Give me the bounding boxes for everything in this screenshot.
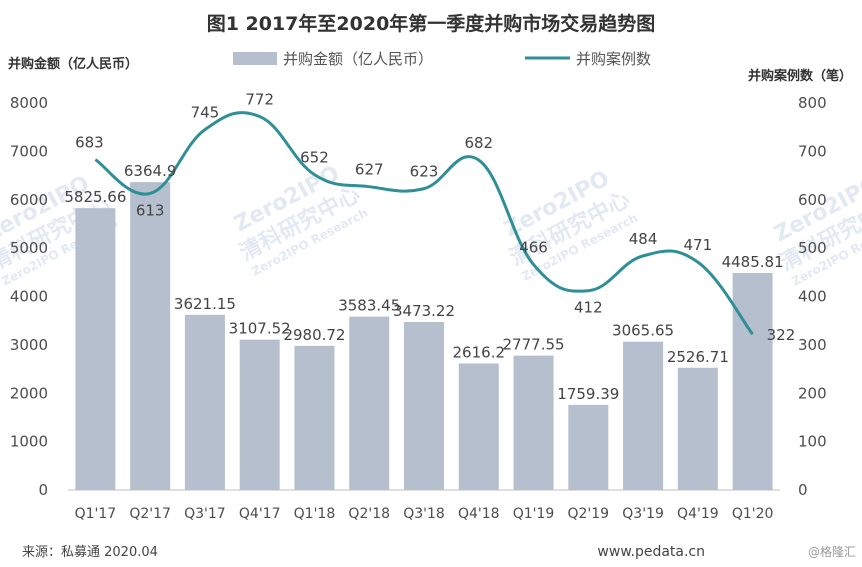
x-tick-label: Q4'17 (239, 506, 281, 522)
right-tick-label: 0 (798, 481, 808, 499)
credit-mark: @格隆汇 (808, 544, 856, 559)
line-value-label: 772 (245, 91, 274, 109)
x-axis-labels: Q1'17 Q2'17 Q3'17 Q4'17 Q1'18 Q2'18 Q3'18 Q4'18… (75, 506, 774, 522)
bar-value-label: 6364.9 (124, 162, 177, 180)
line-value-label: 613 (136, 201, 165, 219)
line-value-label: 652 (300, 149, 329, 167)
bar-value-label: 2526.71 (667, 348, 729, 366)
amount-bar (513, 355, 554, 490)
right-tick-label: 700 (798, 142, 827, 160)
left-axis-ticks: 0 1000 2000 3000 4000 5000 6000 7000 8000 (10, 94, 48, 499)
right-axis-ticks: 0 100 200 300 400 500 600 700 800 (798, 94, 827, 499)
left-tick-label: 6000 (10, 191, 48, 209)
line-value-label: 683 (75, 134, 104, 152)
bar-value-label: 3107.52 (229, 320, 291, 338)
bar-value-label: 5825.66 (64, 188, 126, 206)
amount-bar (184, 314, 225, 490)
x-tick-label: Q1'19 (513, 506, 555, 522)
x-tick-label: Q3'17 (184, 506, 226, 522)
amount-bar (349, 316, 390, 490)
amount-bar (732, 272, 773, 490)
line-value-label: 627 (355, 161, 384, 179)
right-tick-label: 300 (798, 336, 827, 354)
line-value-labels: 683 613 745 772 652 627 623 682 466 412 484 471 322 (75, 91, 795, 345)
line-value-label: 322 (767, 326, 796, 344)
source-note: 来源：私募通 2020.04 (22, 545, 158, 560)
count-series-line (94, 111, 754, 336)
left-tick-label: 7000 (10, 142, 48, 160)
legend-bar-swatch (233, 52, 277, 65)
bar-value-label: 2980.72 (283, 326, 345, 344)
x-tick-label: Q3'19 (622, 506, 664, 522)
bar-value-label: 2616.2 (453, 343, 506, 361)
right-tick-label: 500 (798, 239, 827, 257)
left-tick-label: 0 (38, 481, 48, 499)
right-tick-label: 100 (798, 433, 827, 451)
left-axis-title: 并购金额（亿人民币） (8, 56, 138, 72)
x-tick-label: Q2'17 (129, 506, 171, 522)
amount-bar (294, 345, 335, 490)
amount-bar (75, 208, 116, 490)
left-tick-label: 3000 (10, 336, 48, 354)
left-tick-label: 4000 (10, 288, 48, 306)
left-tick-label: 2000 (10, 384, 48, 402)
amount-bar (404, 321, 444, 490)
right-tick-label: 200 (798, 384, 827, 402)
site-url: www.pedata.cn (597, 544, 705, 560)
right-tick-label: 400 (798, 288, 827, 306)
amount-bar (458, 363, 499, 490)
legend-line-label: 并购案例数 (576, 50, 651, 68)
amount-bar (623, 341, 664, 490)
x-tick-label: Q2'19 (568, 506, 610, 522)
bar-value-label: 3065.65 (612, 322, 674, 340)
line-value-label: 412 (574, 299, 603, 317)
legend: 并购金额（亿人民币） 并购案例数 (233, 50, 651, 68)
line-value-label: 466 (519, 239, 548, 257)
left-tick-label: 5000 (10, 239, 48, 257)
line-value-label: 682 (464, 134, 493, 152)
right-tick-label: 800 (798, 94, 827, 112)
line-value-label: 623 (410, 163, 439, 181)
x-tick-label: Q4'18 (458, 506, 500, 522)
amount-bar (568, 404, 609, 490)
x-tick-label: Q4'19 (677, 506, 719, 522)
bar-value-label: 2777.55 (503, 336, 565, 354)
amount-bar (239, 339, 280, 490)
line-value-label: 745 (191, 104, 220, 122)
right-axis-title: 并购案例数（笔） (748, 68, 852, 84)
line-value-label: 471 (684, 236, 713, 254)
x-tick-label: Q3'18 (403, 506, 445, 522)
amount-bar (130, 182, 171, 490)
line-value-label: 484 (629, 230, 658, 248)
bars (75, 182, 773, 490)
x-tick-label: Q1'20 (732, 506, 774, 522)
x-tick-label: Q2'18 (348, 506, 390, 522)
bar-value-label: 3583.45 (338, 297, 400, 315)
bar-value-label: 4485.81 (722, 253, 784, 271)
x-tick-label: Q1'18 (294, 506, 336, 522)
right-tick-label: 600 (798, 191, 827, 209)
left-tick-label: 8000 (10, 94, 48, 112)
chart-title: 图1 2017年至2020年第一季度并购市场交易趋势图 (207, 12, 656, 35)
x-tick-label: Q1'17 (75, 506, 117, 522)
left-tick-label: 1000 (10, 433, 48, 451)
bar-value-label: 1759.39 (557, 385, 619, 403)
legend-bar-label: 并购金额（亿人民币） (283, 50, 433, 68)
bar-value-label: 3621.15 (174, 295, 236, 313)
amount-bar (677, 367, 718, 490)
bar-value-label: 3473.22 (393, 302, 455, 320)
